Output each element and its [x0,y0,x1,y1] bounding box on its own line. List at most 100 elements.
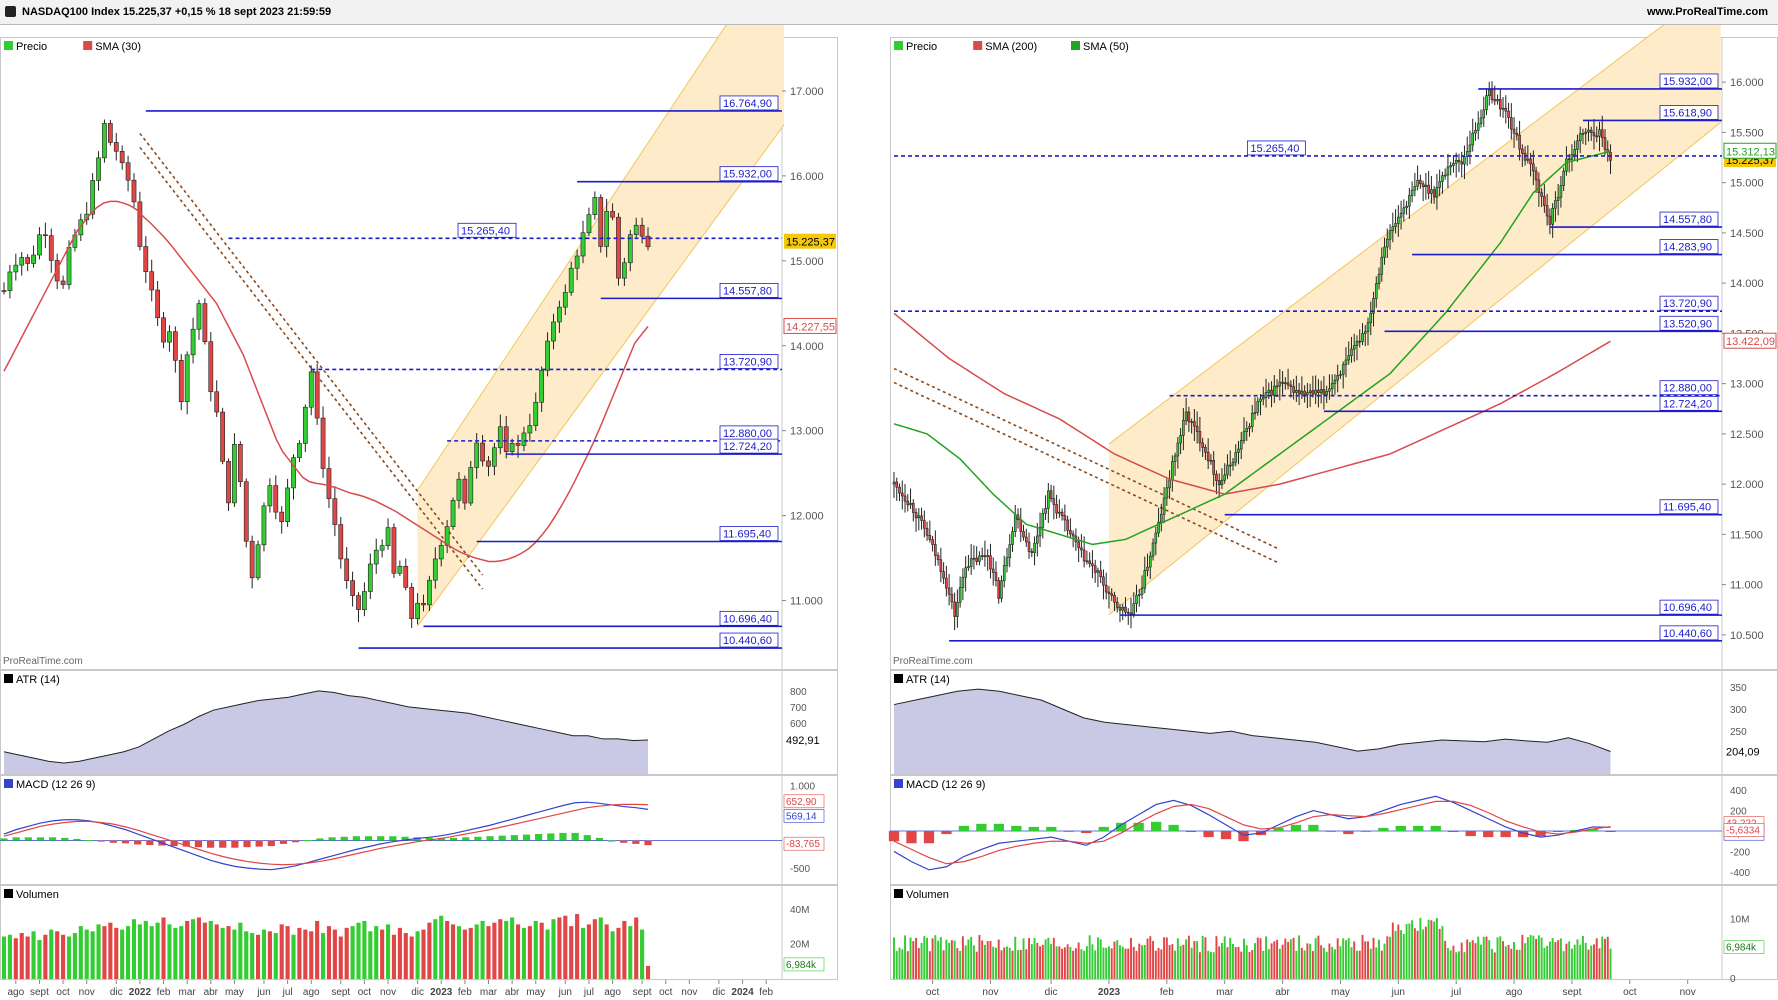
candle-body [60,280,66,285]
volume-bar [1378,939,1380,979]
macd-histogram-bar [1238,831,1249,842]
macd-legend-label: MACD (12 26 9) [906,779,985,791]
site-link[interactable]: www.ProRealTime.com [1646,6,1768,18]
candle-body [391,527,397,574]
macd-histogram-bar [976,823,987,831]
volume-bar [1265,936,1268,979]
candle-body [1419,179,1422,185]
x-tick-label: oct [1623,987,1637,998]
level-label: 13.720,90 [723,356,772,368]
candle-body [1113,595,1116,603]
candle-body [1421,183,1425,188]
volume-bar [1499,936,1502,979]
volume-bar [1344,940,1347,979]
volume-bar [1350,947,1353,979]
candle-body [1154,532,1158,544]
volume-bar [1311,951,1314,979]
legend-label: SMA (30) [95,41,141,53]
macd-histogram-bar [1185,831,1197,833]
volume-bar [967,939,970,979]
candle-body [574,255,580,269]
candle-body [373,549,379,565]
volume-bar [1526,937,1529,979]
volume-bar [1593,944,1595,979]
macd-histogram-bar [486,836,494,841]
candle-body [1545,205,1549,217]
macd-histogram-bar [595,837,604,841]
candle-body [1209,460,1213,462]
candle-body [172,331,178,361]
candle-body [1551,207,1554,225]
candle-body [1556,196,1560,201]
candle-body [1452,163,1455,166]
macd-histogram-bar [1430,825,1441,831]
candle-body [1377,273,1381,284]
volume-bar [1083,950,1086,979]
candle-body [1573,149,1576,155]
volume-bar [1581,936,1584,979]
candle-body [1250,413,1254,427]
legend-swatch [83,41,93,50]
volume-bar [898,947,901,979]
candle-body [1206,451,1210,462]
candle-body [326,468,332,499]
sma-value-box [1723,142,1777,159]
volume-bar [350,926,355,979]
candle-body [639,224,645,237]
level-label: 15.618,90 [1663,107,1712,119]
volume-bar [108,922,113,979]
macd-tick-label: 200 [1730,807,1747,818]
candle-body [1190,421,1193,423]
candle-body [1432,189,1436,198]
macd-histogram-bar [1011,825,1022,831]
candle-body [903,495,907,502]
volume-tick-label: 10M [1730,915,1749,926]
candle-body [48,235,54,261]
volume-value-box [1723,940,1765,954]
candle-body [1237,448,1240,453]
level-label: 14.557,80 [723,285,772,297]
downtrend-line [893,381,1281,565]
candle-body [1284,382,1287,385]
candle-body [1408,195,1411,207]
volume-bar [1422,929,1425,979]
volume-bar [1482,936,1485,979]
candle-body [1024,536,1028,543]
volume-bar [569,926,574,979]
volume-bar [1215,936,1218,979]
volume-bar [1102,947,1105,979]
volume-bar [19,933,24,979]
candle-body [96,157,101,181]
macd-histogram-bar [1290,824,1302,831]
volume-bar [1576,939,1579,979]
candle-body [1374,283,1378,299]
volume-bar [1077,942,1080,979]
charts-canvas[interactable]: 17.000 16.000 15.000 14.000 13.000 12.000 11.0… [0,25,1778,1000]
candle-body [1220,479,1224,486]
volume-bar [114,927,119,979]
volume-bar [510,917,515,979]
candle-body [967,566,970,569]
watermark: ProRealTime.com [3,656,83,667]
volume-bar [1435,917,1438,979]
volume-bar [1063,947,1066,979]
candle-body [1361,333,1364,342]
volume-bar [942,950,945,979]
volume-bar [1176,938,1179,979]
candle-body [462,478,468,504]
volume-bar [1226,947,1229,979]
x-tick-label: oct [659,987,673,998]
candle-body [622,262,627,279]
volume-bar [1309,943,1312,979]
volume-bar [232,929,237,979]
volume-bar [1039,946,1042,979]
volume-bar [49,929,54,979]
volume-bar [1320,945,1323,979]
candle-body [1358,340,1362,343]
macd-histogram-bar [1325,831,1337,832]
x-tick-label: dic [1045,987,1058,998]
candle-body [1226,464,1229,476]
macd-histogram-bar [146,840,154,845]
volume-bar [1196,941,1199,979]
candle-body [1333,379,1337,384]
